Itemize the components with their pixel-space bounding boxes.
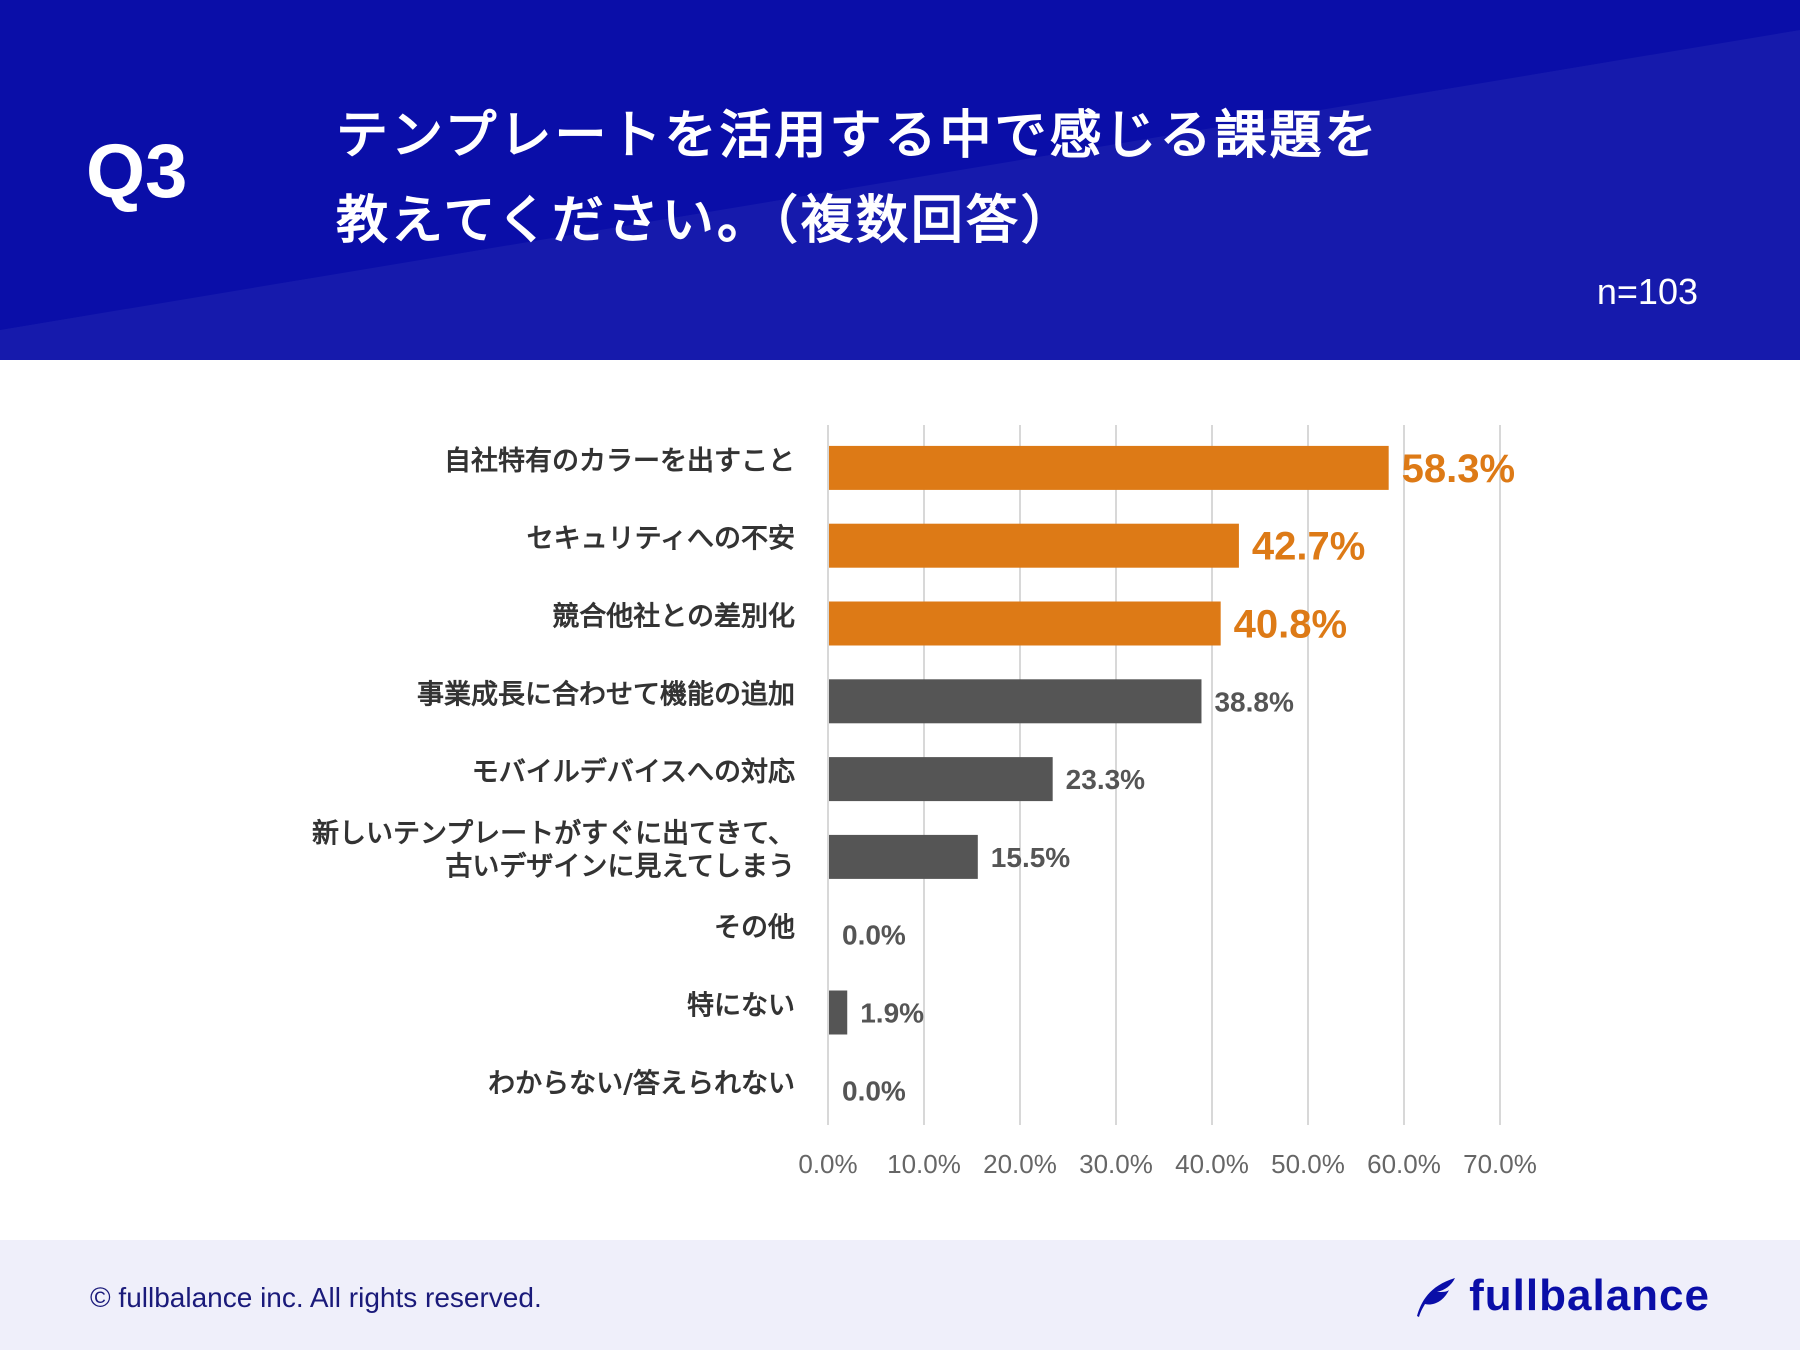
bar [829,757,1053,802]
brand-name: fullbalance [1469,1271,1710,1320]
category-label: 競合他社との差別化 [552,601,795,633]
category-label: 自社特有のカラーを出すこと [444,445,795,477]
value-label: 58.3% [1402,447,1515,491]
bar [829,601,1221,646]
copyright-text: © fullbalance inc. All rights reserved. [90,1282,542,1313]
x-tick-label: 20.0% [983,1149,1057,1179]
header-diagonal-band [0,30,1800,360]
x-tick-label: 40.0% [1175,1149,1249,1179]
x-tick-label: 30.0% [1079,1149,1153,1179]
category-label: 新しいテンプレートがすぐに出てきて、 [312,817,795,849]
category-label: 古いデザインに見えてしまう [445,850,795,882]
value-label: 23.3% [1066,764,1145,795]
question-title-line-1: テンプレートを活用する中で感じる課題を [336,106,1380,166]
category-label: わからない/答えられない [488,1067,795,1099]
value-label: 15.5% [991,842,1070,873]
bar-chart: 0.0% 10.0% 20.0% 30.0% 40.0% 50.0% 60.0% 70.0% 自… [312,425,1537,1179]
category-label: その他 [714,913,795,944]
x-tick-label: 50.0% [1271,1149,1345,1179]
bar [829,679,1202,724]
value-label: 40.8% [1234,603,1347,647]
bar [829,834,978,879]
x-tick-label: 70.0% [1463,1149,1537,1179]
value-label: 42.7% [1252,525,1365,569]
bar [829,445,1389,490]
header-decoration [0,30,1800,360]
category-label: 特にない [687,991,795,1022]
x-tick-label: 0.0% [798,1149,857,1179]
x-tick-label: 60.0% [1367,1149,1441,1179]
category-label: モバイルデバイスへの対応 [472,756,795,788]
bar [829,523,1239,568]
value-label: 0.0% [842,1075,906,1106]
header-banner: Q3 テンプレートを活用する中で感じる課題を 教えてください。（複数回答） n=… [0,0,1800,360]
footer: © fullbalance inc. All rights reserved. … [0,1240,1800,1350]
value-label: 1.9% [860,998,924,1029]
x-tick-label: 10.0% [887,1149,961,1179]
question-title-line-2: 教えてください。（複数回答） [336,191,1076,251]
sample-size: n=103 [1596,271,1698,312]
category-label: セキュリティへの不安 [527,524,795,555]
value-label: 38.8% [1214,686,1293,717]
brand: fullbalance [1411,1270,1710,1322]
bar [829,990,848,1035]
question-number: Q3 [86,129,188,214]
value-label: 0.0% [842,920,906,951]
feather-logo-icon [1417,1278,1456,1317]
category-label: 事業成長に合わせて機能の追加 [417,678,795,710]
